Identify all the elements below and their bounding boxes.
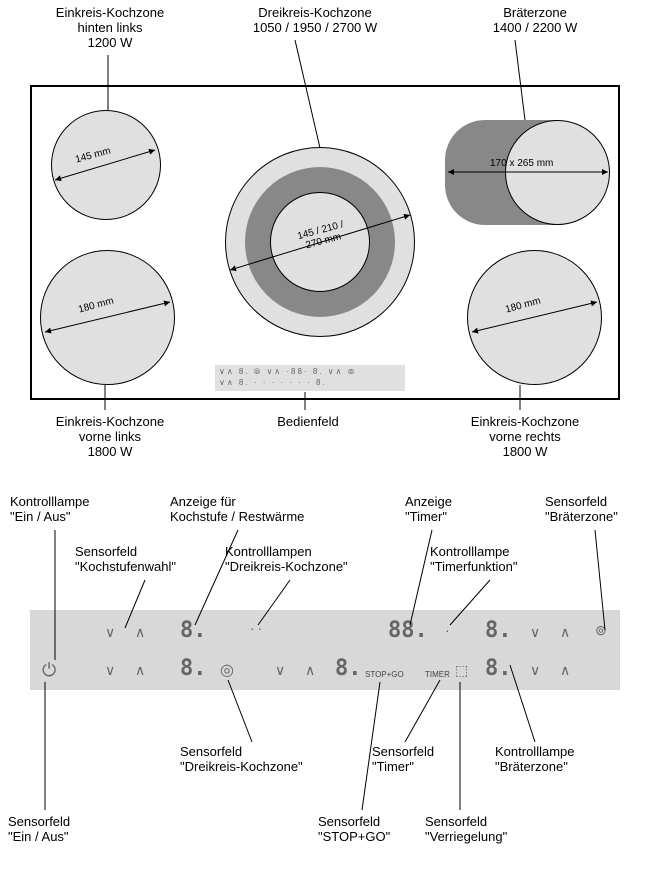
digit-timer: 88. <box>388 618 428 643</box>
t: Dreikreis-Kochzone <box>258 5 371 20</box>
l1: Kontrolllampen <box>225 544 312 559</box>
s1: hinten links <box>77 20 142 35</box>
dreikreis-icon: ◎ <box>220 660 234 680</box>
digit-2-top: 8. <box>485 618 512 643</box>
t: Einkreis-Kochzone <box>56 5 164 20</box>
l2: "Verriegelung" <box>425 829 507 844</box>
l1: Kontrolllampe <box>10 494 90 509</box>
plabel-kontroll-einaus: Kontrolllampe "Ein / Aus" <box>10 495 90 525</box>
plabel-anzeige-kochstufe: Anzeige für Kochstufe / Restwärme <box>170 495 304 525</box>
l2: "Dreikreis-Kochzone" <box>180 759 303 774</box>
label-front-right: Einkreis-Kochzone vorne rechts 1800 W <box>450 415 600 460</box>
label-roaster: Bräterzone 1400 / 2200 W <box>470 6 600 36</box>
chev-down-1b: ∨ <box>530 624 540 641</box>
l2: "Bräterzone" <box>545 509 618 524</box>
l1: Sensorfeld <box>8 814 70 829</box>
chev-down-2a: ∨ <box>105 662 115 679</box>
stopgo-text: STOP+GO <box>365 670 404 679</box>
braeter-icon: ⊚ <box>595 622 607 639</box>
dots-dreikreis: ·· <box>250 620 265 636</box>
plabel-sensor-braeter: Sensorfeld "Bräterzone" <box>545 495 618 525</box>
plabel-kontroll-dreikreis: Kontrolllampen "Dreikreis-Kochzone" <box>225 545 348 575</box>
l2: "Kochstufenwahl" <box>75 559 176 574</box>
strip-syms-top: ∨∧ 8. ⦾ ∨∧ ·88· 8. ∨∧ ⊚ <box>219 367 356 377</box>
l2: Kochstufe / Restwärme <box>170 509 304 524</box>
chev-down-1a: ∨ <box>105 624 115 641</box>
s1: 1050 / 1950 / 2700 W <box>253 20 377 35</box>
strip-syms-bot: ∨∧ 8. · · · · · · · 8. <box>219 378 327 387</box>
l1: Anzeige <box>405 494 452 509</box>
t: Einkreis-Kochzone <box>56 414 164 429</box>
s1: vorne links <box>79 429 141 444</box>
plabel-sensor-einaus: Sensorfeld "Ein / Aus" <box>8 815 70 845</box>
l1: Sensorfeld <box>180 744 242 759</box>
label-front-left: Einkreis-Kochzone vorne links 1800 W <box>40 415 180 460</box>
digit-1-bot: 8. <box>180 656 207 681</box>
zone-front-right <box>467 250 602 385</box>
l1: Sensorfeld <box>425 814 487 829</box>
zone-front-left <box>40 250 175 385</box>
l2: "Dreikreis-Kochzone" <box>225 559 348 574</box>
l2: "Timerfunktion" <box>430 559 518 574</box>
power-icon: ⏻ <box>42 660 56 681</box>
plabel-sensor-stopgo: Sensorfeld "STOP+GO" <box>318 815 390 845</box>
plabel-anzeige-timer: Anzeige "Timer" <box>405 495 452 525</box>
chev-down-2b: ∨ <box>275 662 285 679</box>
label-center: Dreikreis-Kochzone 1050 / 1950 / 2700 W <box>220 6 410 36</box>
l2: "Ein / Aus" <box>10 509 71 524</box>
s2: 1800 W <box>88 444 133 459</box>
plabel-sensor-kochstufen: Sensorfeld "Kochstufenwahl" <box>75 545 176 575</box>
l1: Sensorfeld <box>545 494 607 509</box>
plabel-sensor-timer: Sensorfeld "Timer" <box>372 745 434 775</box>
l1: Kontrolllampe <box>430 544 510 559</box>
digit-2-bot: 8. <box>485 656 512 681</box>
l2: "Bräterzone" <box>495 759 568 774</box>
t: Bräterzone <box>503 5 567 20</box>
l2: "STOP+GO" <box>318 829 390 844</box>
digit-1-top: 8. <box>180 618 207 643</box>
l1: Sensorfeld <box>75 544 137 559</box>
l1: Sensorfeld <box>318 814 380 829</box>
digit-bot-8: 8. <box>335 656 362 681</box>
zone-roaster-end <box>505 120 610 225</box>
l1: Anzeige für <box>170 494 236 509</box>
dim-roaster: 170 x 265 mm <box>490 158 553 169</box>
chev-up-2c: ∧ <box>560 662 570 679</box>
s1: vorne rechts <box>489 429 561 444</box>
label-rear-left: Einkreis-Kochzone hinten links 1200 W <box>40 6 180 51</box>
t: Bedienfeld <box>277 414 338 429</box>
zone-rear-left <box>51 110 161 220</box>
s2: 1800 W <box>503 444 548 459</box>
label-bedienfeld: Bedienfeld <box>258 415 358 430</box>
l2: "Timer" <box>405 509 447 524</box>
lock-icon: ⬚ <box>455 662 468 679</box>
chev-down-2c: ∨ <box>530 662 540 679</box>
timer-text: TIMER <box>425 670 450 679</box>
plabel-kontroll-braeter: Kontrolllampe "Bräterzone" <box>495 745 575 775</box>
l2: "Timer" <box>372 759 414 774</box>
l1: Kontrolllampe <box>495 744 575 759</box>
chev-up-1a: ∧ <box>135 624 145 641</box>
chev-up-2b: ∧ <box>305 662 315 679</box>
l2: "Ein / Aus" <box>8 829 69 844</box>
plabel-sensor-verriegelung: Sensorfeld "Verriegelung" <box>425 815 507 845</box>
plabel-sensor-dreikreis: Sensorfeld "Dreikreis-Kochzone" <box>180 745 303 775</box>
chev-up-2a: ∧ <box>135 662 145 679</box>
s2: 1200 W <box>88 35 133 50</box>
t: Einkreis-Kochzone <box>471 414 579 429</box>
dot-timerfn: · <box>445 622 450 638</box>
plabel-kontroll-timerfn: Kontrolllampe "Timerfunktion" <box>430 545 518 575</box>
control-strip: ∨∧ 8. ⦾ ∨∧ ·88· 8. ∨∧ ⊚ ∨∧ 8. · · · · · … <box>215 365 405 391</box>
chev-up-1b: ∧ <box>560 624 570 641</box>
s1: 1400 / 2200 W <box>493 20 578 35</box>
l1: Sensorfeld <box>372 744 434 759</box>
